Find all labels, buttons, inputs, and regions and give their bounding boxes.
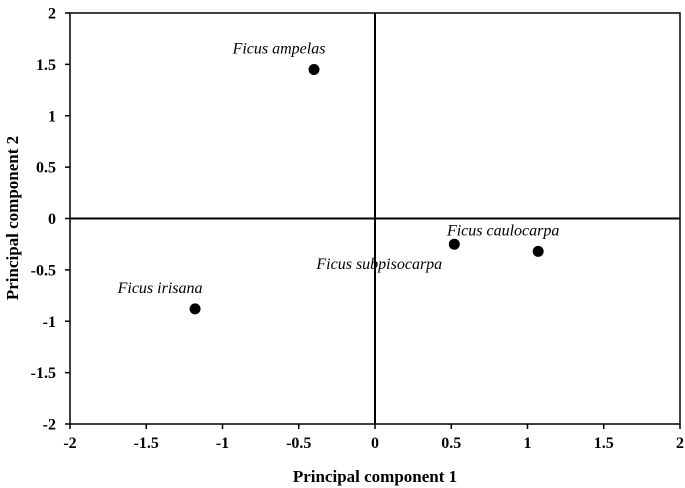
y-tick-label: 0 bbox=[48, 211, 56, 228]
x-tick-label: 0 bbox=[371, 435, 379, 452]
x-tick-label: 1.5 bbox=[594, 435, 614, 452]
x-tick-label: -1.5 bbox=[134, 435, 159, 452]
y-tick-label: 1 bbox=[48, 108, 56, 125]
x-tick-label: -2 bbox=[63, 435, 76, 452]
x-tick-label: 2 bbox=[676, 435, 684, 452]
y-tick-label: 2 bbox=[48, 6, 56, 23]
point-label: Ficus subpisocarpa bbox=[315, 256, 442, 273]
y-axis-title: Principal component 2 bbox=[3, 136, 22, 300]
x-axis-title: Principal component 1 bbox=[293, 467, 457, 486]
y-tick-label: -1.5 bbox=[31, 365, 56, 382]
y-axis-ticks: 2 1.5 1 0.5 0 -0.5 -1 -1.5 -2 bbox=[31, 6, 70, 434]
x-axis-ticks: -2 -1.5 -1 -0.5 0 0.5 1 1.5 2 bbox=[63, 424, 684, 452]
y-tick-label: 1.5 bbox=[36, 57, 56, 74]
y-tick-label: -2 bbox=[43, 417, 56, 434]
data-point bbox=[308, 64, 320, 76]
point-label: Ficus irisana bbox=[117, 280, 203, 297]
x-tick-label: 1 bbox=[524, 435, 532, 452]
x-tick-label: -0.5 bbox=[286, 435, 311, 452]
data-points: Ficus ampelas Ficus irisana Ficus subpisoc… bbox=[117, 41, 559, 315]
x-tick-label: -1 bbox=[216, 435, 229, 452]
y-tick-label: -0.5 bbox=[31, 262, 56, 279]
x-tick-label: 0.5 bbox=[441, 435, 461, 452]
data-point bbox=[189, 303, 201, 315]
y-tick-label: -1 bbox=[43, 314, 56, 331]
y-tick-label: 0.5 bbox=[36, 160, 56, 177]
point-label: Ficus caulocarpa bbox=[446, 222, 559, 239]
data-point bbox=[448, 238, 460, 250]
data-point bbox=[532, 245, 544, 257]
point-label: Ficus ampelas bbox=[232, 41, 326, 58]
